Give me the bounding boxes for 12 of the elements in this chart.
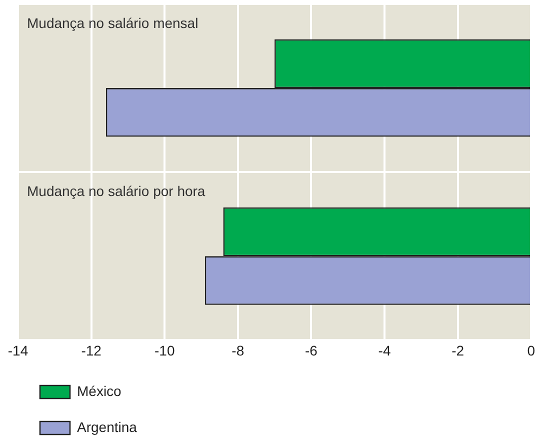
legend-label: Argentina xyxy=(77,418,291,435)
x-tick-label: 0 xyxy=(527,342,536,358)
legend-label: México xyxy=(77,382,276,399)
y-tick-label: Mudança no salário mensal xyxy=(27,14,198,31)
y-tick-label: Mudança no salário por hora xyxy=(27,182,206,199)
x-tick-label: -4 xyxy=(378,342,391,358)
x-tick-label: -2 xyxy=(452,342,464,358)
x-tick-label: -10 xyxy=(154,342,175,358)
x-tick-label: -8 xyxy=(232,342,244,358)
x-tick-label: -6 xyxy=(304,342,318,358)
x-tick-label: -12 xyxy=(81,342,102,358)
x-tick-label: -14 xyxy=(8,342,28,358)
